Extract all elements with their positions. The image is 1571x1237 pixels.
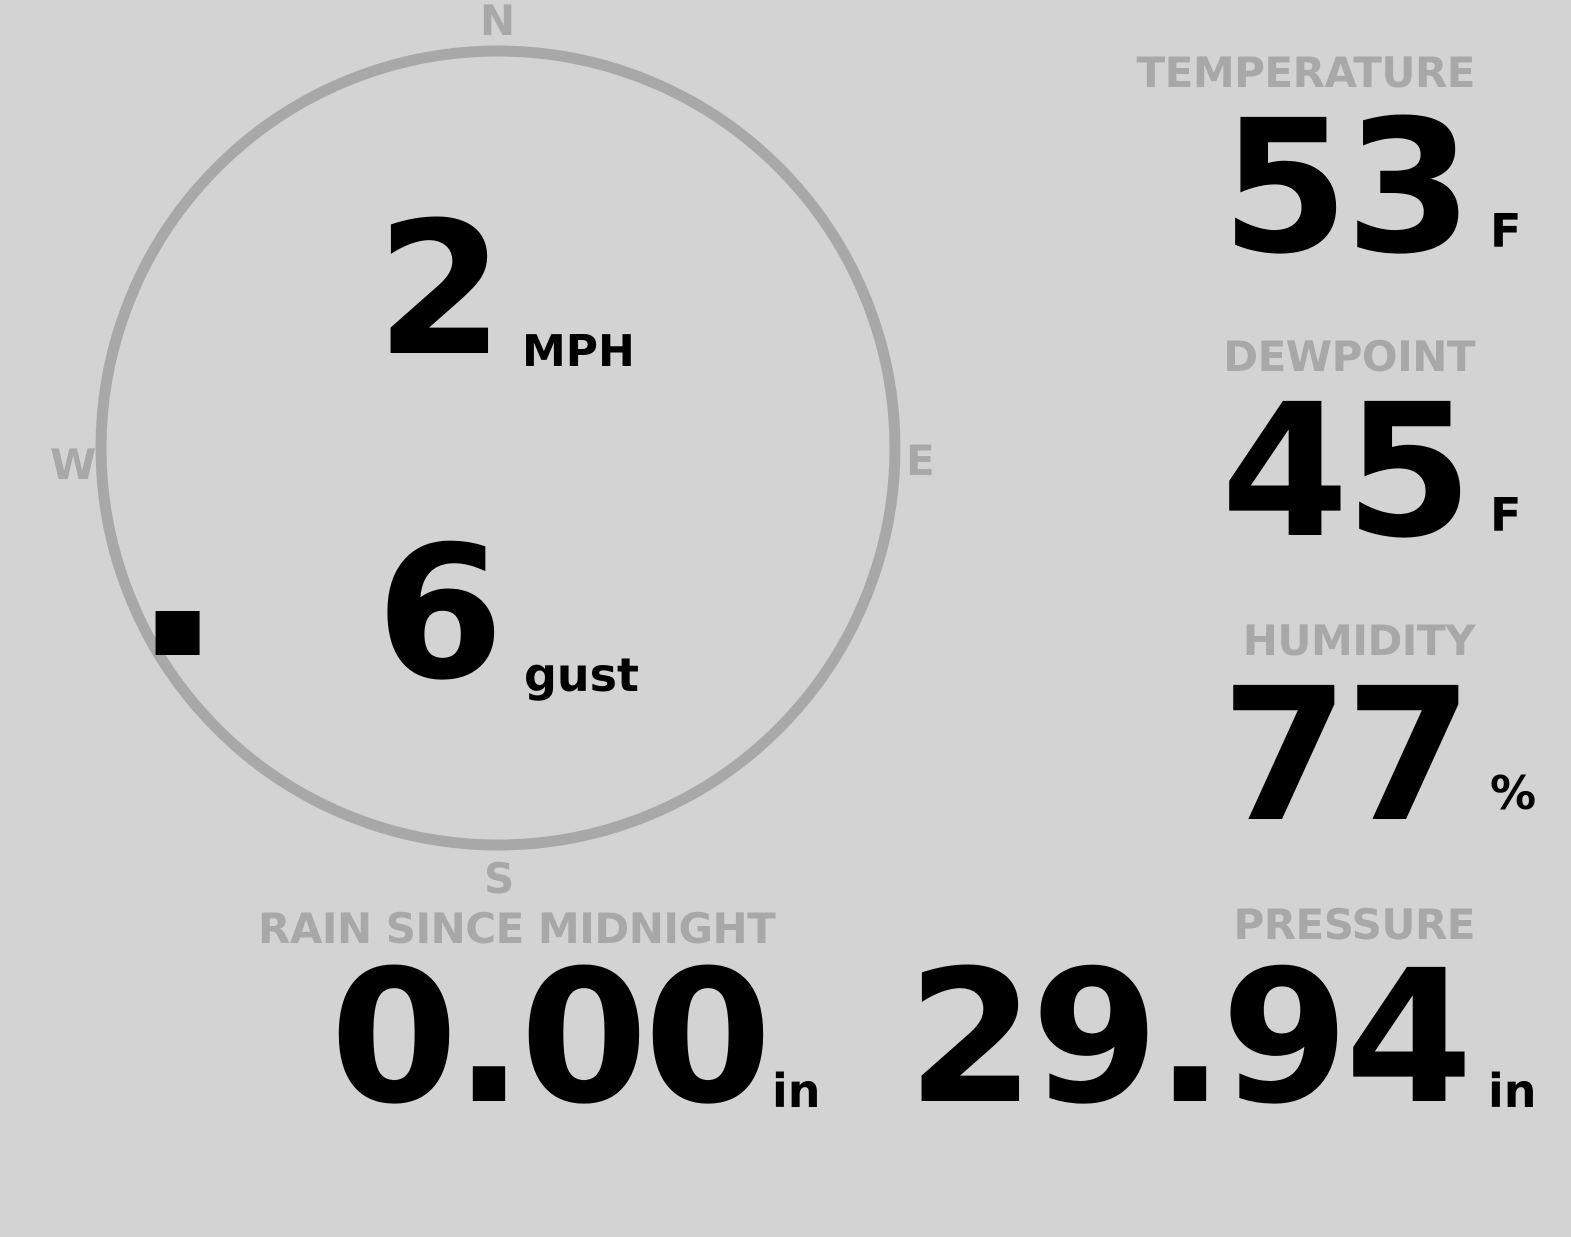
rain-label: RAIN SINCE MIDNIGHT	[258, 904, 776, 953]
wind-gust-value: 6	[376, 507, 504, 721]
pressure-label: PRESSURE	[1233, 900, 1475, 949]
rain-value: 0.00	[330, 931, 772, 1145]
pressure-value: 29.94	[906, 931, 1473, 1145]
compass-east-label: E	[906, 436, 935, 485]
rain-unit: in	[772, 1064, 821, 1118]
compass-south-label: S	[484, 854, 514, 903]
temperature-unit: F	[1490, 204, 1522, 258]
humidity-label: HUMIDITY	[1242, 616, 1476, 665]
dewpoint-label: DEWPOINT	[1223, 332, 1475, 381]
compass-north-label: N	[480, 0, 515, 45]
humidity-unit: %	[1490, 766, 1537, 820]
dewpoint-unit: F	[1490, 488, 1522, 542]
compass-ring	[95, 45, 901, 851]
humidity-value: 77	[1220, 649, 1473, 863]
wind-gust-unit: gust	[524, 648, 640, 702]
wind-speed-unit: MPH	[522, 326, 635, 377]
compass-west-label: W	[50, 440, 96, 489]
temperature-label: TEMPERATURE	[1136, 48, 1476, 97]
pressure-unit: in	[1488, 1064, 1537, 1118]
temperature-value: 53	[1220, 81, 1473, 295]
wind-direction-marker	[155, 611, 200, 655]
wind-speed-value: 2	[376, 183, 504, 397]
dewpoint-value: 45	[1220, 365, 1473, 579]
